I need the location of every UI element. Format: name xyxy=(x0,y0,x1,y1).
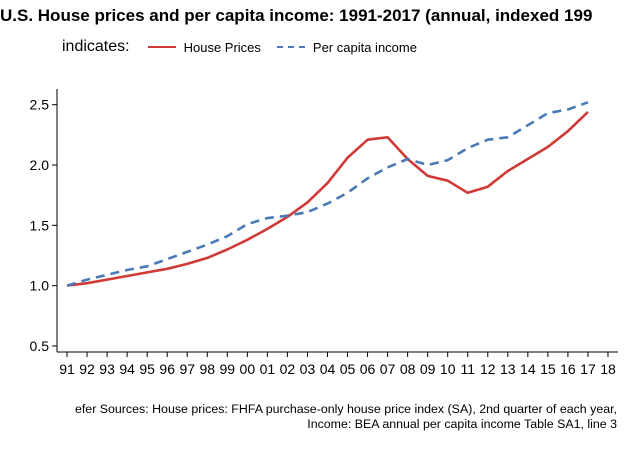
x-tick-label: 08 xyxy=(400,361,416,377)
x-tick-label: 12 xyxy=(480,361,496,377)
y-tick-label: 1.0 xyxy=(30,278,50,294)
x-tick-label: 97 xyxy=(179,361,195,377)
source-line-2: Income: BEA annual per capita income Tab… xyxy=(307,417,617,431)
x-tick-label: 14 xyxy=(520,361,536,377)
y-tick-label: 2.0 xyxy=(30,157,50,173)
x-tick-label: 07 xyxy=(380,361,396,377)
x-tick-label: 09 xyxy=(420,361,436,377)
x-tick-label: 10 xyxy=(440,361,456,377)
x-tick-label: 01 xyxy=(260,361,276,377)
x-tick-label: 03 xyxy=(300,361,316,377)
x-tick-label: 16 xyxy=(560,361,576,377)
source-note: efer Sources: House prices: FHFA purchas… xyxy=(75,402,617,432)
x-tick-label: 98 xyxy=(199,361,215,377)
source-line-1: efer Sources: House prices: FHFA purchas… xyxy=(74,402,617,416)
x-tick-label: 02 xyxy=(280,361,296,377)
series-line-per-capita-income xyxy=(66,101,589,287)
legend-swatch-house-prices xyxy=(147,46,176,48)
x-tick-label: 17 xyxy=(580,361,596,377)
legend-item-per-capita-income: Per capita income xyxy=(276,39,417,55)
x-tick-label: 94 xyxy=(119,361,135,377)
y-tick-label: 0.5 xyxy=(30,338,50,354)
legend-title: indicates: xyxy=(62,38,130,55)
x-tick-label: 15 xyxy=(540,361,556,377)
x-tick-label: 00 xyxy=(240,361,256,377)
y-tick-label: 1.5 xyxy=(30,217,50,233)
x-tick-label: 13 xyxy=(500,361,516,377)
x-tick-label: 92 xyxy=(79,361,95,377)
x-tick-label: 06 xyxy=(360,361,376,377)
x-tick-label: 93 xyxy=(99,361,115,377)
legend: indicates: House Prices Per capita incom… xyxy=(62,36,433,58)
y-tick-label: 2.5 xyxy=(30,97,50,113)
x-tick-label: 99 xyxy=(220,361,236,377)
x-tick-label: 96 xyxy=(159,361,175,377)
x-tick-label: 95 xyxy=(139,361,155,377)
legend-label-house-prices: House Prices xyxy=(183,39,261,55)
x-tick-label: 91 xyxy=(59,361,75,377)
x-tick-label: 18 xyxy=(600,361,616,377)
legend-label-per-capita-income: Per capita income xyxy=(312,39,417,55)
legend-swatch-per-capita-income xyxy=(276,46,305,48)
chart-title: U.S. House prices and per capita income:… xyxy=(0,6,593,25)
legend-item-house-prices: House Prices xyxy=(147,39,261,55)
series-line-house-prices xyxy=(66,110,589,287)
x-tick-label: 04 xyxy=(320,361,336,377)
x-tick-label: 11 xyxy=(460,361,475,377)
x-tick-label: 05 xyxy=(340,361,356,377)
